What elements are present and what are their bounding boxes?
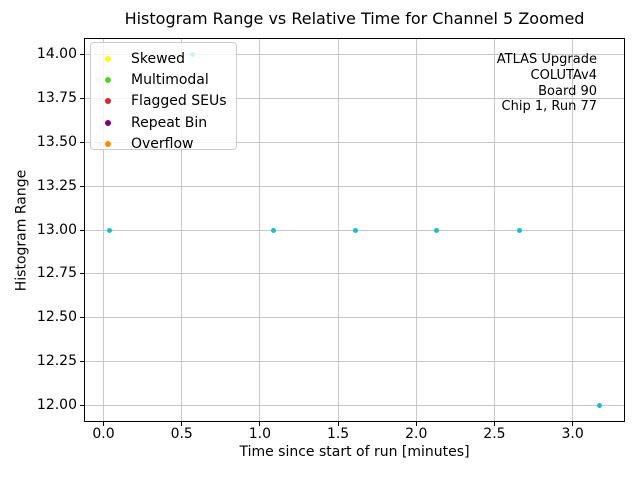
data-point (107, 227, 113, 233)
y-tick-mark (80, 185, 84, 187)
legend-marker-icon (105, 77, 111, 84)
annotation-text: ATLAS Upgrade COLUTAv4 Board 90 Chip 1, Run… (497, 52, 597, 115)
y-tick-mark (80, 405, 84, 407)
y-tick-mark (80, 141, 84, 143)
legend-entry: Skewed (91, 48, 236, 69)
data-point (596, 403, 602, 409)
legend-entry: Overflow (91, 134, 236, 155)
y-gridline (84, 317, 625, 319)
y-tick-mark (80, 361, 84, 363)
legend-entry: Multimodal (91, 69, 236, 90)
x-tick-mark (337, 422, 339, 426)
legend-label: Overflow (131, 136, 194, 153)
y-gridline (84, 141, 625, 143)
y-tick-label: 13.00 (36, 221, 77, 238)
annotation-line: COLUTAv4 (530, 67, 597, 83)
y-gridline (84, 53, 625, 55)
x-tick-mark (572, 422, 574, 426)
legend-label: Repeat Bin (131, 114, 208, 131)
data-point (271, 227, 277, 233)
legend-label: Multimodal (131, 72, 209, 89)
legend-label: Flagged SEUs (131, 93, 227, 110)
y-tick-mark (80, 229, 84, 231)
x-tick-label: 2.0 (405, 426, 428, 442)
annotation-line: Chip 1, Run 77 (501, 99, 597, 115)
x-tick-label: 0.5 (170, 426, 193, 442)
y-gridline (84, 273, 625, 275)
y-tick-label: 14.00 (36, 45, 77, 62)
x-tick-label: 0.0 (92, 426, 115, 442)
legend-entry: Repeat Bin (91, 112, 236, 133)
y-gridline (84, 97, 625, 99)
legend-marker-icon (105, 55, 111, 62)
legend-entry: Flagged SEUs (91, 91, 236, 112)
annotation-line: ATLAS Upgrade (496, 52, 597, 67)
plot-area (84, 38, 625, 422)
annotation-line: Board 90 (538, 83, 597, 99)
x-tick-label: 1.0 (248, 426, 272, 442)
legend-marker-icon (105, 98, 111, 105)
y-tick-label: 13.25 (36, 177, 77, 194)
y-tick-label: 12.75 (36, 265, 77, 282)
x-axis-label: Time since start of run [minutes] (239, 444, 470, 460)
x-tick-mark (103, 422, 105, 426)
legend-marker-icon (105, 119, 111, 126)
y-gridline (84, 361, 625, 363)
y-tick-label: 12.50 (36, 309, 77, 326)
y-tick-mark (80, 317, 84, 319)
chart-title: Histogram Range vs Relative Time for Cha… (124, 9, 585, 28)
data-point (352, 227, 358, 233)
y-tick-label: 12.25 (36, 353, 77, 370)
y-tick-label: 13.75 (36, 89, 77, 106)
data-point (516, 227, 522, 233)
y-tick-mark (80, 53, 84, 55)
y-axis-label: Histogram Range (13, 169, 30, 292)
y-gridline (84, 185, 625, 187)
y-gridline (84, 405, 625, 407)
x-tick-mark (415, 422, 417, 426)
data-point (434, 227, 440, 233)
x-tick-mark (181, 422, 183, 426)
x-tick-label: 2.5 (483, 426, 506, 442)
legend-label: Skewed (131, 50, 186, 67)
x-tick-label: 3.0 (561, 426, 584, 442)
legend: Skewed Multimodal Flagged SEUs Repeat Bin Ov… (90, 42, 237, 152)
x-tick-mark (493, 422, 495, 426)
legend-marker-icon (105, 141, 111, 148)
x-tick-mark (259, 422, 261, 426)
y-tick-label: 13.50 (36, 133, 77, 150)
y-tick-mark (80, 97, 84, 99)
y-tick-label: 12.00 (36, 397, 77, 414)
x-tick-label: 1.5 (326, 426, 350, 442)
y-tick-mark (80, 273, 84, 275)
